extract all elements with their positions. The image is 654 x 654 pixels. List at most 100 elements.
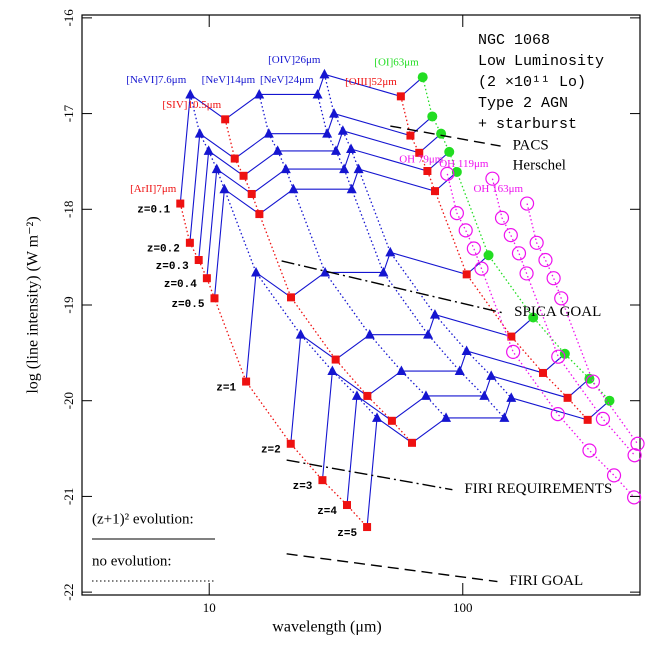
marker-triangle	[454, 365, 465, 376]
annotation: + starburst	[478, 116, 577, 133]
marker-triangle	[429, 309, 440, 319]
species-track	[179, 203, 368, 528]
species-label: [NeV]24μm	[260, 74, 314, 86]
marker-square	[247, 189, 256, 198]
species-track	[323, 74, 512, 399]
marker-dot	[436, 128, 447, 139]
marker-triangle	[322, 128, 333, 138]
species-label: [NeVI]7.6μm	[126, 74, 186, 86]
redshift-curve	[321, 350, 566, 481]
y-axis-label: log (line intensity) (W m⁻²)	[25, 216, 42, 393]
marker-triangle	[423, 329, 434, 339]
marker-triangle	[499, 412, 510, 422]
legend-label: (z+1)² evolution:	[92, 511, 194, 527]
marker-circle	[474, 261, 489, 276]
marker-triangle	[327, 365, 338, 376]
annotation: (2 ×10¹¹ Lo)	[478, 74, 586, 91]
marker-square	[230, 154, 239, 163]
marker-triangle	[211, 163, 222, 174]
y-tick-label: -21	[61, 488, 76, 505]
annotation: Type 2 AGN	[478, 95, 568, 112]
redshift-label: z=4	[317, 506, 337, 518]
marker-triangle	[320, 266, 331, 277]
marker-square	[331, 355, 340, 364]
redshift-curve	[206, 148, 450, 279]
marker-triangle	[194, 128, 205, 138]
marker-dot	[444, 146, 455, 157]
marker-triangle	[461, 345, 472, 355]
species-label: [NeV]14μm	[202, 74, 256, 86]
species-track	[224, 119, 413, 444]
species-label: [OI]63μm	[374, 57, 419, 69]
marker-triangle	[272, 145, 283, 155]
marker-circle	[506, 344, 521, 359]
marker-dot	[604, 395, 615, 406]
marker-triangle	[351, 390, 362, 400]
redshift-label: z=0.1	[137, 204, 170, 216]
marker-triangle	[353, 163, 364, 174]
species-track	[526, 203, 639, 445]
marker-triangle	[346, 183, 357, 194]
redshift-curve	[366, 397, 610, 528]
annotation: Low Luminosity	[478, 53, 604, 70]
redshift-curve	[198, 130, 442, 261]
sensitivity-line	[286, 553, 498, 583]
marker-triangle	[219, 183, 230, 194]
marker-circle	[494, 210, 510, 226]
species-label: [OIII]52μm	[345, 76, 397, 88]
marker-circle	[466, 241, 481, 256]
marker-circle	[485, 171, 500, 186]
redshift-curve	[213, 168, 458, 299]
marker-dot	[417, 72, 428, 83]
marker-triangle	[280, 163, 291, 174]
marker-triangle	[185, 88, 196, 99]
marker-triangle	[396, 365, 407, 376]
marker-dot	[483, 250, 494, 261]
redshift-label: z=0.2	[147, 244, 180, 256]
y-tick-label: -18	[61, 201, 76, 218]
species-label: [ArII]7μm	[130, 183, 177, 195]
redshift-label: z=0.3	[156, 261, 189, 273]
marker-triangle	[479, 390, 490, 400]
y-tick-label: -19	[61, 296, 76, 313]
marker-triangle	[364, 329, 375, 339]
marker-dot	[427, 111, 438, 122]
annotation: NGC 1068	[478, 32, 550, 49]
marker-triangle	[312, 88, 323, 99]
redshift-curve	[346, 375, 590, 506]
marker-circle	[449, 206, 464, 221]
redshift-label: z=5	[337, 528, 357, 540]
marker-square	[462, 270, 471, 279]
species-label: [OIV]26μm	[268, 54, 321, 66]
sensitivity-label: SPICA GOAL	[514, 304, 601, 320]
marker-circle	[511, 246, 527, 261]
marker-circle	[627, 490, 642, 505]
redshift-label: z=3	[293, 481, 313, 493]
marker-square	[563, 393, 572, 402]
sensitivity-line	[286, 459, 453, 491]
sensitivity-label: FIRI GOAL	[509, 573, 583, 589]
marker-triangle	[251, 266, 262, 277]
redshift-label: z=2	[261, 445, 281, 457]
marker-circle	[551, 349, 566, 364]
marker-square	[415, 148, 424, 157]
marker-circle	[440, 166, 455, 181]
marker-square	[343, 501, 352, 510]
marker-circle	[458, 223, 473, 238]
species-track	[446, 173, 635, 498]
x-tick-label: 100	[453, 600, 473, 615]
marker-triangle	[420, 390, 431, 400]
marker-square	[286, 439, 295, 448]
marker-circle	[519, 266, 534, 281]
marker-triangle	[337, 125, 348, 135]
redshift-curve	[179, 73, 424, 204]
marker-square	[239, 171, 248, 180]
y-tick-label: -20	[61, 392, 76, 409]
sensitivity-line	[281, 260, 503, 314]
marker-triangle	[288, 183, 299, 194]
marker-triangle	[295, 329, 306, 339]
marker-circle	[630, 436, 645, 451]
marker-square	[318, 476, 327, 485]
marker-square	[539, 368, 548, 377]
marker-triangle	[254, 88, 265, 99]
